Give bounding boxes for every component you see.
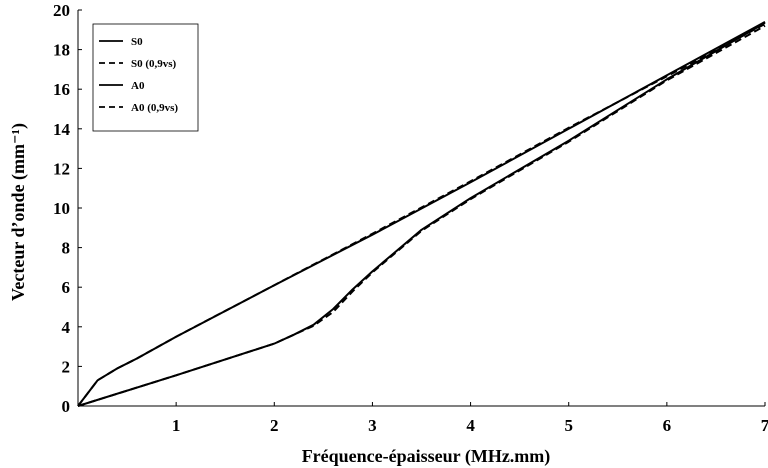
legend-box xyxy=(92,23,199,132)
y-tick-label: 4 xyxy=(62,318,71,337)
legend-label: S0 xyxy=(131,36,143,48)
y-tick-label: 8 xyxy=(62,239,71,258)
legend-label: S0 (0,9vs) xyxy=(131,58,177,70)
y-tick-label: 18 xyxy=(53,41,70,60)
y-tick-label: 10 xyxy=(53,199,70,218)
x-tick-label: 4 xyxy=(466,416,475,435)
series-line-1 xyxy=(77,24,766,407)
series-group xyxy=(77,21,766,407)
series-line-3 xyxy=(77,23,766,407)
x-tick-label: 2 xyxy=(270,416,279,435)
y-tick-label: 12 xyxy=(53,159,70,178)
y-tick-label: 0 xyxy=(62,397,71,416)
x-tick-label: 5 xyxy=(564,416,573,435)
x-tick-label: 1 xyxy=(172,416,181,435)
y-tick-label: 20 xyxy=(53,1,70,20)
y-tick-label: 6 xyxy=(62,278,71,297)
y-axis-title: Vecteur d’onde (mm⁻¹) xyxy=(8,123,29,301)
y-tick-label: 14 xyxy=(53,120,71,139)
x-tick-label: 7 xyxy=(761,416,768,435)
x-axis-title: Fréquence-épaisseur (MHz.mm) xyxy=(302,446,551,467)
legend-label: A0 xyxy=(131,80,145,92)
y-tick-label: 16 xyxy=(53,80,70,99)
legend-label: A0 (0,9vs) xyxy=(131,102,178,114)
x-tick-label: 6 xyxy=(663,416,672,435)
y-tick-label: 2 xyxy=(62,357,71,376)
legend: S0 S0 (0,9vs) A0 A0 (0,9vs) xyxy=(92,23,199,132)
x-tick-label: 3 xyxy=(368,416,377,435)
